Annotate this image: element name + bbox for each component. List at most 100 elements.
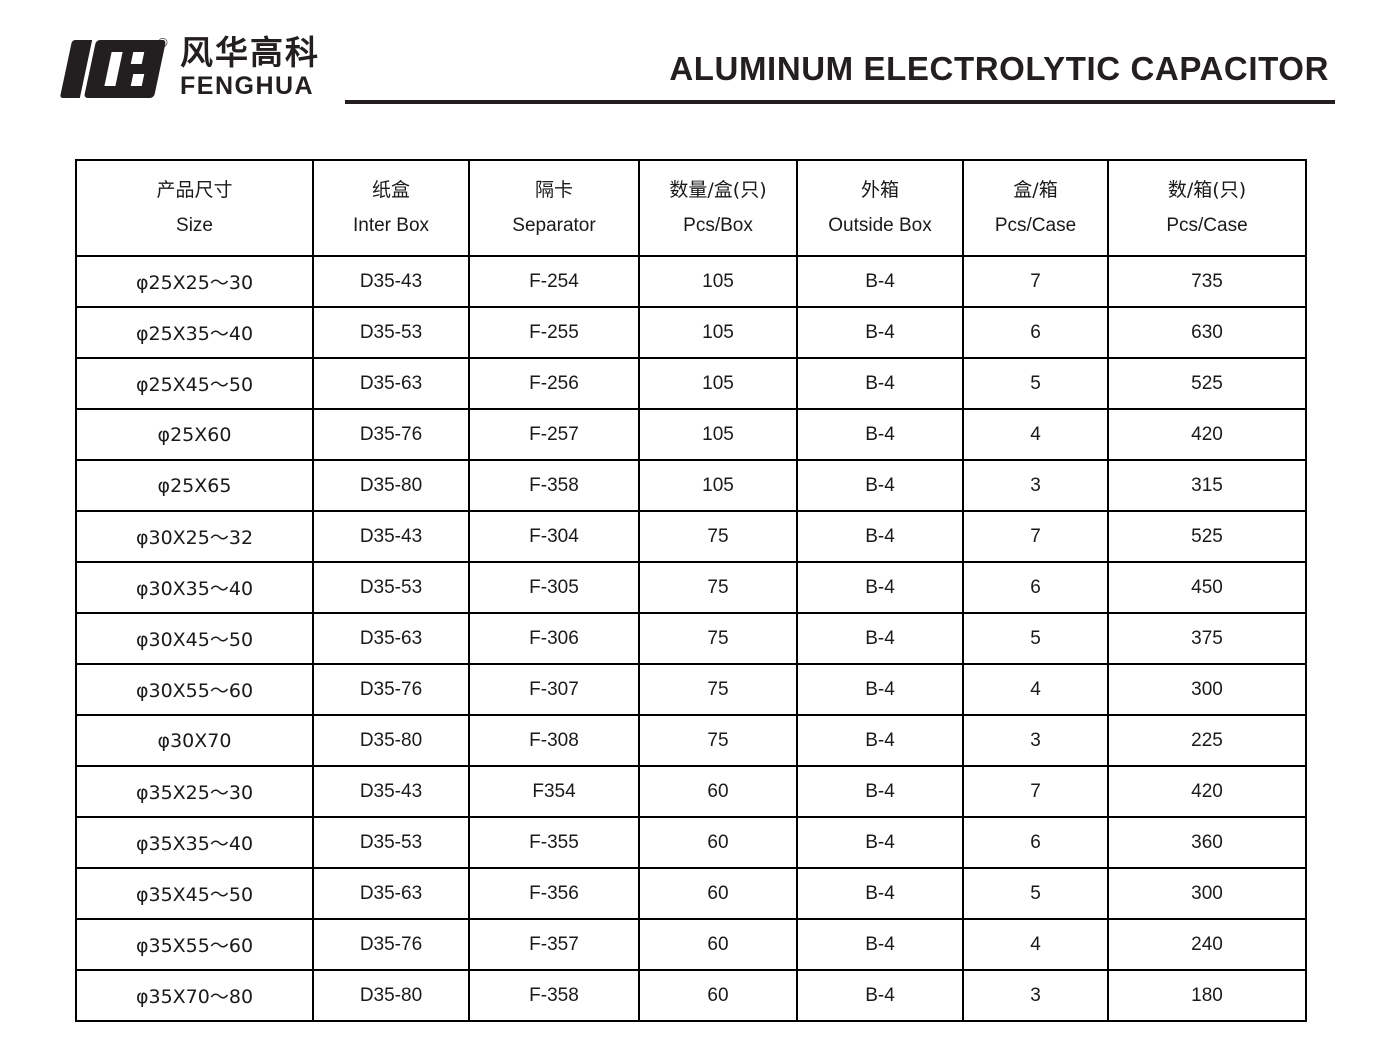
- cell-pcs-per-case: 375: [1107, 612, 1307, 665]
- cell-outside-box: B-4: [796, 918, 964, 971]
- cell-box-per-case: 6: [962, 306, 1109, 359]
- cell-outside-box: B-4: [796, 255, 964, 308]
- cell-box-per-case: 3: [962, 714, 1109, 767]
- cell-pcs-box: 105: [638, 357, 798, 410]
- cell-outside-box: B-4: [796, 765, 964, 818]
- cell-pcs-box: 60: [638, 969, 798, 1022]
- cell-size: φ25X45～50: [75, 357, 314, 410]
- cell-inter-box: D35-43: [312, 255, 470, 308]
- cell-inter-box: D35-76: [312, 918, 470, 971]
- cell-inter-box: D35-63: [312, 612, 470, 665]
- table-body: φ25X25～30 D35-43 F-254 105 B-4 7 735 φ25X35～40 D…: [75, 255, 1307, 1022]
- page-header: ® 风华高科 FENGHUA ALUMINUM ELECTROLYTIC CAP…: [0, 0, 1387, 140]
- cell-pcs-per-case: 240: [1107, 918, 1307, 971]
- table-row: φ25X25～30 D35-43 F-254 105 B-4 7 735: [75, 255, 1307, 308]
- cell-pcs-per-case: 300: [1107, 867, 1307, 920]
- cell-size: φ25X25～30: [75, 255, 314, 308]
- column-header-size-cn: 产品尺寸: [156, 179, 233, 201]
- cell-size: φ35X35～40: [75, 816, 314, 869]
- cell-outside-box: B-4: [796, 714, 964, 767]
- cell-outside-box: B-4: [796, 357, 964, 410]
- brand-lockup: ® 风华高科 FENGHUA: [59, 33, 320, 106]
- cell-pcs-per-case: 735: [1107, 255, 1307, 308]
- cell-separator: F-356: [468, 867, 640, 920]
- table-row: φ25X60 D35-76 F-257 105 B-4 4 420: [75, 408, 1307, 461]
- cell-pcs-per-case: 225: [1107, 714, 1307, 767]
- cell-pcs-box: 105: [638, 408, 798, 461]
- brand-name-block: 风华高科 FENGHUA: [180, 33, 320, 100]
- table-row: φ35X55～60 D35-76 F-357 60 B-4 4 240: [75, 918, 1307, 971]
- column-header-pcs-box-cn: 数量/盒(只): [669, 179, 767, 201]
- cell-outside-box: B-4: [796, 816, 964, 869]
- fenghua-logo-icon: ®: [59, 36, 168, 100]
- cell-outside-box: B-4: [796, 408, 964, 461]
- column-header-pcs-box: 数量/盒(只) Pcs/Box: [638, 159, 798, 257]
- table-row: φ25X35～40 D35-53 F-255 105 B-4 6 630: [75, 306, 1307, 359]
- column-header-outside-box-cn: 外箱: [860, 179, 899, 201]
- cell-inter-box: D35-53: [312, 816, 470, 869]
- cell-box-per-case: 6: [962, 816, 1109, 869]
- cell-outside-box: B-4: [796, 969, 964, 1022]
- cell-pcs-box: 75: [638, 714, 798, 767]
- cell-pcs-box: 105: [638, 255, 798, 308]
- cell-outside-box: B-4: [796, 510, 964, 563]
- table-row: φ30X45～50 D35-63 F-306 75 B-4 5 375: [75, 612, 1307, 665]
- brand-name-latin: FENGHUA: [180, 71, 315, 100]
- column-header-inter-box-en: Inter Box: [352, 215, 430, 236]
- cell-box-per-case: 7: [962, 255, 1109, 308]
- cell-pcs-box: 75: [638, 612, 798, 665]
- cell-pcs-box: 75: [638, 510, 798, 563]
- column-header-box-per-case-cn: 盒/箱: [1013, 179, 1058, 201]
- cell-size: φ25X65: [75, 459, 314, 512]
- column-header-separator-en: Separator: [512, 215, 596, 236]
- cell-inter-box: D35-80: [312, 459, 470, 512]
- cell-pcs-per-case: 300: [1107, 663, 1307, 716]
- cell-size: φ25X60: [75, 408, 314, 461]
- column-header-pcs-box-en: Pcs/Box: [683, 215, 753, 236]
- brand-name-chinese: 风华高科: [180, 33, 320, 72]
- column-header-box-per-case: 盒/箱 Pcs/Case: [962, 159, 1109, 257]
- registered-trademark-icon: ®: [158, 35, 168, 50]
- column-header-pcs-per-case: 数/箱(只) Pcs/Case: [1107, 159, 1307, 257]
- cell-separator: F-306: [468, 612, 640, 665]
- cell-inter-box: D35-80: [312, 969, 470, 1022]
- cell-box-per-case: 3: [962, 969, 1109, 1022]
- column-header-pcs-per-case-en: Pcs/Case: [1166, 215, 1248, 236]
- cell-pcs-box: 60: [638, 765, 798, 818]
- cell-pcs-per-case: 630: [1107, 306, 1307, 359]
- cell-box-per-case: 5: [962, 357, 1109, 410]
- cell-pcs-box: 60: [638, 816, 798, 869]
- cell-separator: F-256: [468, 357, 640, 410]
- cell-size: φ30X45～50: [75, 612, 314, 665]
- packing-table: 产品尺寸 Size 纸盒 Inter Box 隔卡 Separator 数量/盒…: [75, 159, 1307, 1022]
- cell-separator: F-357: [468, 918, 640, 971]
- cell-box-per-case: 4: [962, 663, 1109, 716]
- cell-size: φ25X35～40: [75, 306, 314, 359]
- cell-pcs-per-case: 420: [1107, 408, 1307, 461]
- cell-outside-box: B-4: [796, 561, 964, 614]
- table-row: φ25X45～50 D35-63 F-256 105 B-4 5 525: [75, 357, 1307, 410]
- column-header-inter-box: 纸盒 Inter Box: [312, 159, 470, 257]
- cell-pcs-box: 60: [638, 918, 798, 971]
- table-row: φ35X45～50 D35-63 F-356 60 B-4 5 300: [75, 867, 1307, 920]
- cell-size: φ30X35～40: [75, 561, 314, 614]
- cell-box-per-case: 6: [962, 561, 1109, 614]
- cell-size: φ30X25～32: [75, 510, 314, 563]
- cell-size: φ35X45～50: [75, 867, 314, 920]
- cell-separator: F-305: [468, 561, 640, 614]
- column-header-size: 产品尺寸 Size: [75, 159, 314, 257]
- cell-outside-box: B-4: [796, 306, 964, 359]
- header-divider-rule: [345, 100, 1335, 104]
- cell-separator: F-307: [468, 663, 640, 716]
- cell-size: φ30X70: [75, 714, 314, 767]
- cell-size: φ30X55～60: [75, 663, 314, 716]
- cell-inter-box: D35-63: [312, 357, 470, 410]
- cell-inter-box: D35-53: [312, 561, 470, 614]
- cell-pcs-per-case: 360: [1107, 816, 1307, 869]
- cell-pcs-box: 105: [638, 306, 798, 359]
- cell-inter-box: D35-43: [312, 510, 470, 563]
- cell-outside-box: B-4: [796, 663, 964, 716]
- cell-separator: F-257: [468, 408, 640, 461]
- cell-separator: F-308: [468, 714, 640, 767]
- column-header-separator-cn: 隔卡: [534, 179, 573, 201]
